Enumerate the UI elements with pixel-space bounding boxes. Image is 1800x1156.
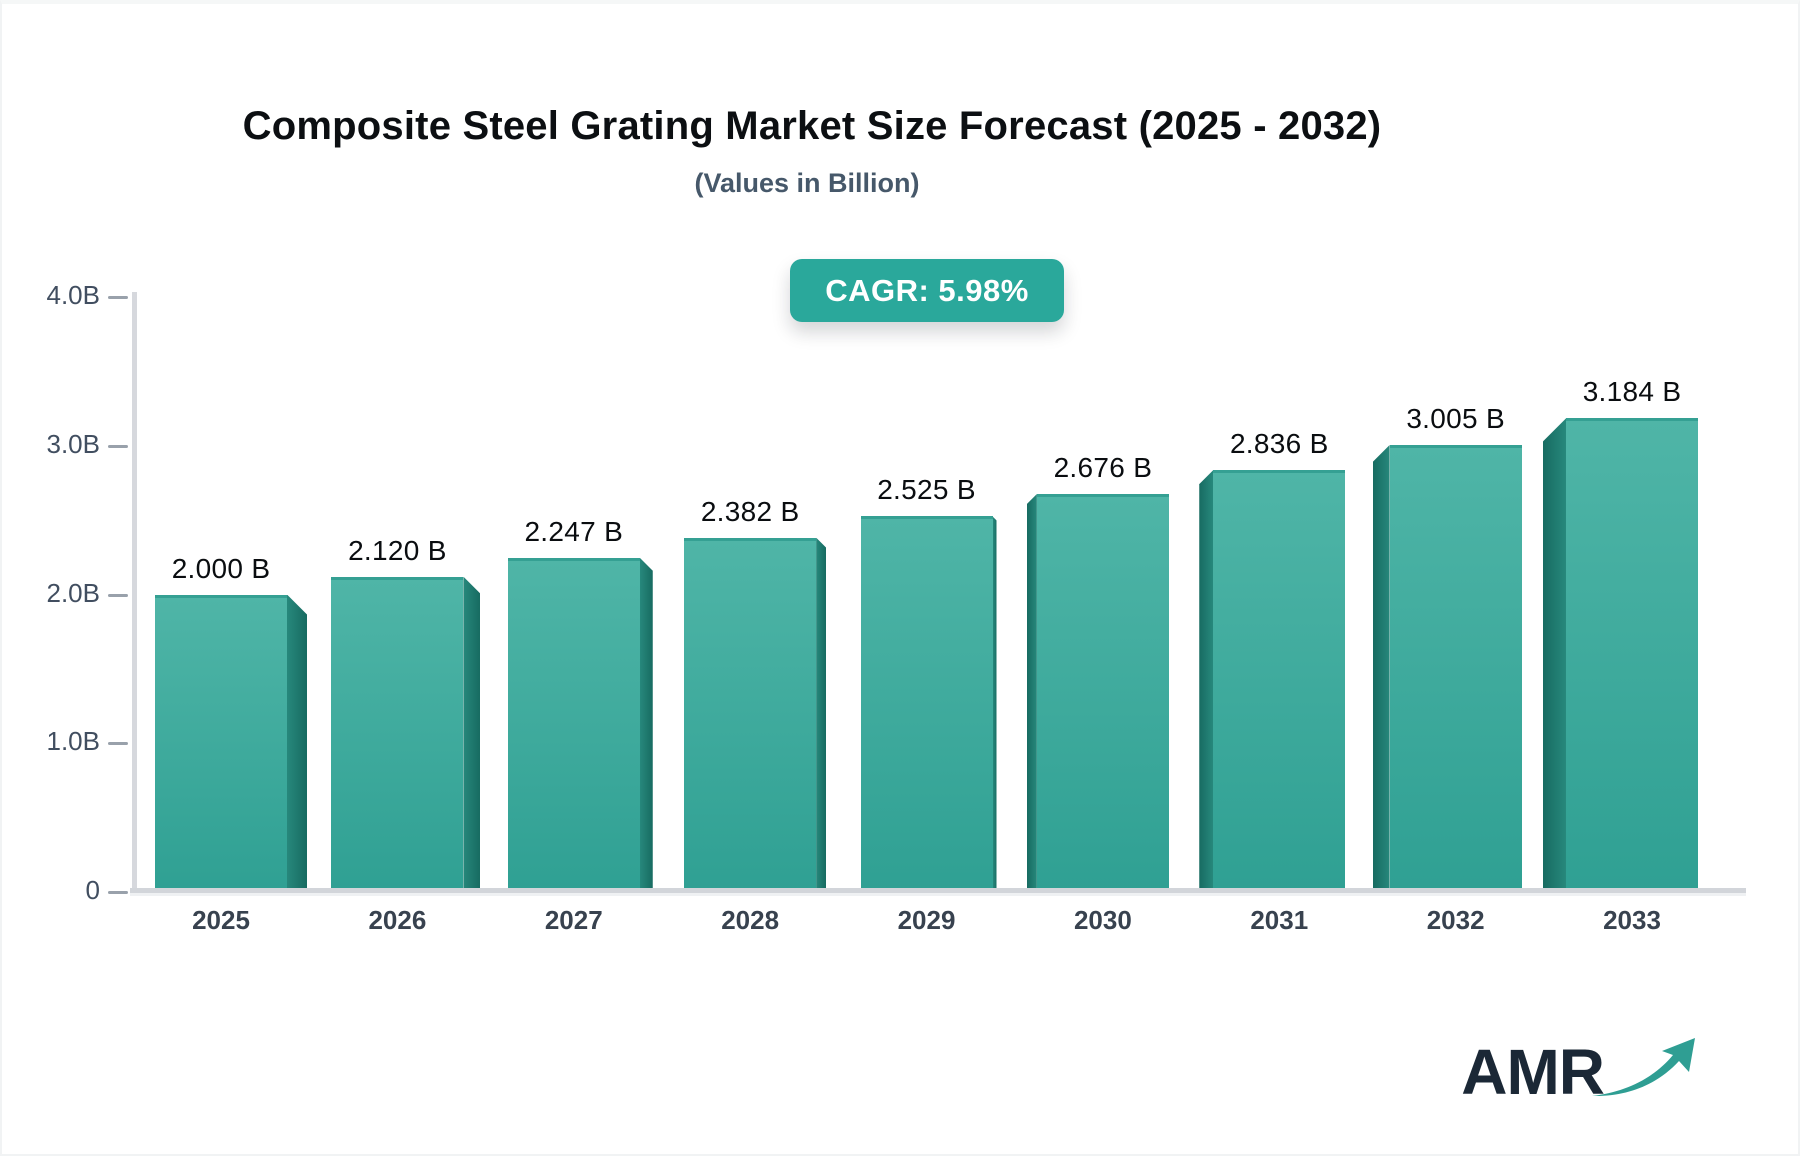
y-tick-label-4.0B: 4.0B [46,280,101,310]
bar-2026 [331,576,464,892]
bar-2025 [155,594,287,892]
bar-value-label-2032: 3.005 B [1406,403,1505,434]
bar-value-label-2033: 3.184 B [1582,376,1682,408]
bar-2028 [684,537,817,892]
x-axis-label-2026: 2026 [368,905,427,935]
bar-value-label-2026: 2.120 B [348,534,447,566]
y-tick-mark [108,593,128,597]
bar-2027 [507,557,640,892]
y-tick-mark [108,891,128,894]
bar-side-face-2032 [1372,445,1390,892]
chart-title: Composite Steel Grating Market Size Fore… [242,104,1382,148]
bar-side-face-2031 [1199,470,1214,892]
bar-2030 [1036,493,1169,892]
bar-side-face-2033 [1543,418,1566,892]
x-axis-label-2031: 2031 [1250,905,1309,935]
bar-side-face-2025 [287,594,307,892]
x-axis-label-2028: 2028 [721,905,780,935]
x-axis-label-2030: 2030 [1073,905,1132,935]
x-axis-label-2032: 2032 [1426,905,1485,935]
cagr-badge: CAGR: 5.98% [790,259,1064,322]
bar-side-face-2030 [1026,493,1037,892]
x-axis-label-2029: 2029 [897,905,956,935]
y-tick-label-1.0B: 1.0B [46,726,101,757]
y-axis-line [132,292,137,892]
bar-side-face-2029 [992,516,997,892]
x-axis-baseline [130,888,1746,893]
bar-value-label-2027: 2.247 B [524,515,624,547]
x-axis-label-2027: 2027 [544,905,603,935]
bar-value-label-2025: 2.000 B [171,552,271,584]
y-tick-label-0: 0 [85,875,100,905]
y-tick-label-2.0B: 2.0B [46,577,101,608]
amr-logo-text: AMR [1461,1036,1605,1108]
y-tick-mark [108,742,128,746]
y-tick-mark [108,444,128,448]
bar-2032 [1389,445,1522,892]
bar-side-face-2026 [463,576,481,892]
bar-side-face-2028 [816,537,827,892]
bar-2033 [1566,418,1698,892]
y-tick-mark [108,296,128,299]
y-tick-label-3.0B: 3.0B [46,428,101,459]
bar-2031 [1213,470,1346,892]
bar-value-label-2029: 2.525 B [877,474,976,506]
x-axis-label-2033: 2033 [1603,905,1661,935]
bar-value-label-2031: 2.836 B [1229,428,1329,460]
growth-arrow-icon [1592,1038,1695,1097]
x-axis-label-2025: 2025 [192,905,250,935]
chart-subtitle: (Values in Billion) [694,168,920,198]
bar-side-face-2027 [639,557,653,892]
bar-value-label-2028: 2.382 B [700,495,800,527]
amr-logo: AMR [1461,1034,1706,1104]
bar-2029 [860,516,993,892]
bar-value-label-2030: 2.676 B [1053,451,1153,483]
